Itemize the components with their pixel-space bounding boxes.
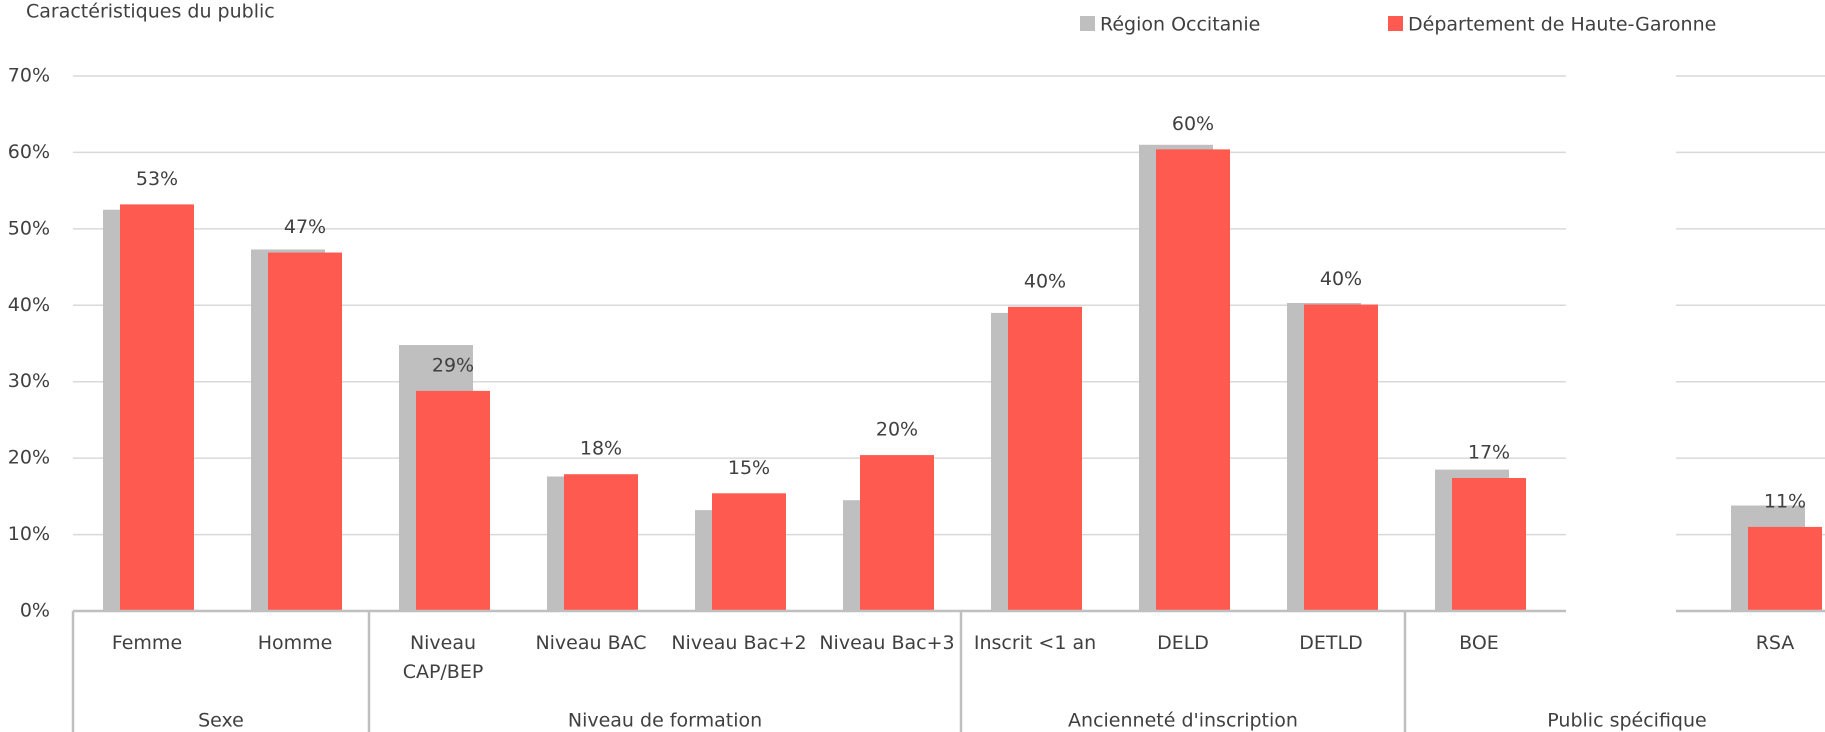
x-tick-label: Niveau Bac+3 (819, 632, 955, 654)
value-label: 60% (1172, 113, 1214, 135)
gap-mask (1566, 60, 1676, 615)
value-label: 11% (1764, 490, 1806, 512)
bar (1156, 149, 1230, 611)
bar (1748, 526, 1822, 611)
group-label: Ancienneté d'inscription (1068, 710, 1298, 732)
legend-label: Région Occitanie (1100, 14, 1260, 36)
group-label: Public spécifique (1547, 710, 1706, 732)
bar (120, 204, 194, 611)
x-tick-label: DELD (1157, 632, 1209, 654)
x-tick-label: BOE (1459, 632, 1499, 654)
bar (416, 390, 490, 611)
value-label: 53% (136, 168, 178, 190)
bar (1452, 478, 1526, 611)
bar (1304, 304, 1378, 611)
y-tick-label: 50% (8, 217, 50, 239)
x-tick-label: Niveau BAC (535, 632, 647, 654)
value-label: 40% (1320, 268, 1362, 290)
value-label: 20% (876, 419, 918, 441)
y-tick-label: 70% (8, 65, 50, 87)
x-tick-label: Femme (111, 632, 183, 654)
group-label: Sexe (198, 710, 244, 732)
x-tick-label: Inscrit <1 an (973, 632, 1097, 654)
x-tick-label: Homme (257, 632, 333, 654)
legend-swatch (1388, 16, 1403, 31)
bar (712, 493, 786, 611)
bar (564, 474, 638, 611)
bar (1008, 306, 1082, 611)
x-tick-label: Niveau Bac+2 (671, 632, 807, 654)
value-label: 29% (432, 354, 474, 376)
value-label: 40% (1024, 270, 1066, 292)
bar (268, 252, 342, 612)
value-label: 18% (580, 438, 622, 460)
y-tick-label: 30% (8, 370, 50, 392)
group-label: Niveau de formation (568, 710, 762, 732)
x-tick-label: DETLD (1299, 632, 1363, 654)
chart-title: Caractéristiques du public (26, 1, 275, 23)
legend-swatch (1080, 16, 1095, 31)
x-tick-label: RSA (1755, 632, 1795, 654)
y-tick-label: 20% (8, 447, 50, 469)
value-label: 47% (284, 216, 326, 238)
y-tick-label: 0% (20, 600, 50, 622)
x-tick-label: Niveau CAP/BEP (402, 632, 484, 683)
y-tick-label: 40% (8, 294, 50, 316)
y-tick-label: 60% (8, 141, 50, 163)
y-tick-label: 10% (8, 523, 50, 545)
value-label: 15% (728, 457, 770, 479)
bar (860, 455, 934, 611)
legend-label: Département de Haute-Garonne (1408, 14, 1716, 36)
value-label: 17% (1468, 442, 1510, 464)
